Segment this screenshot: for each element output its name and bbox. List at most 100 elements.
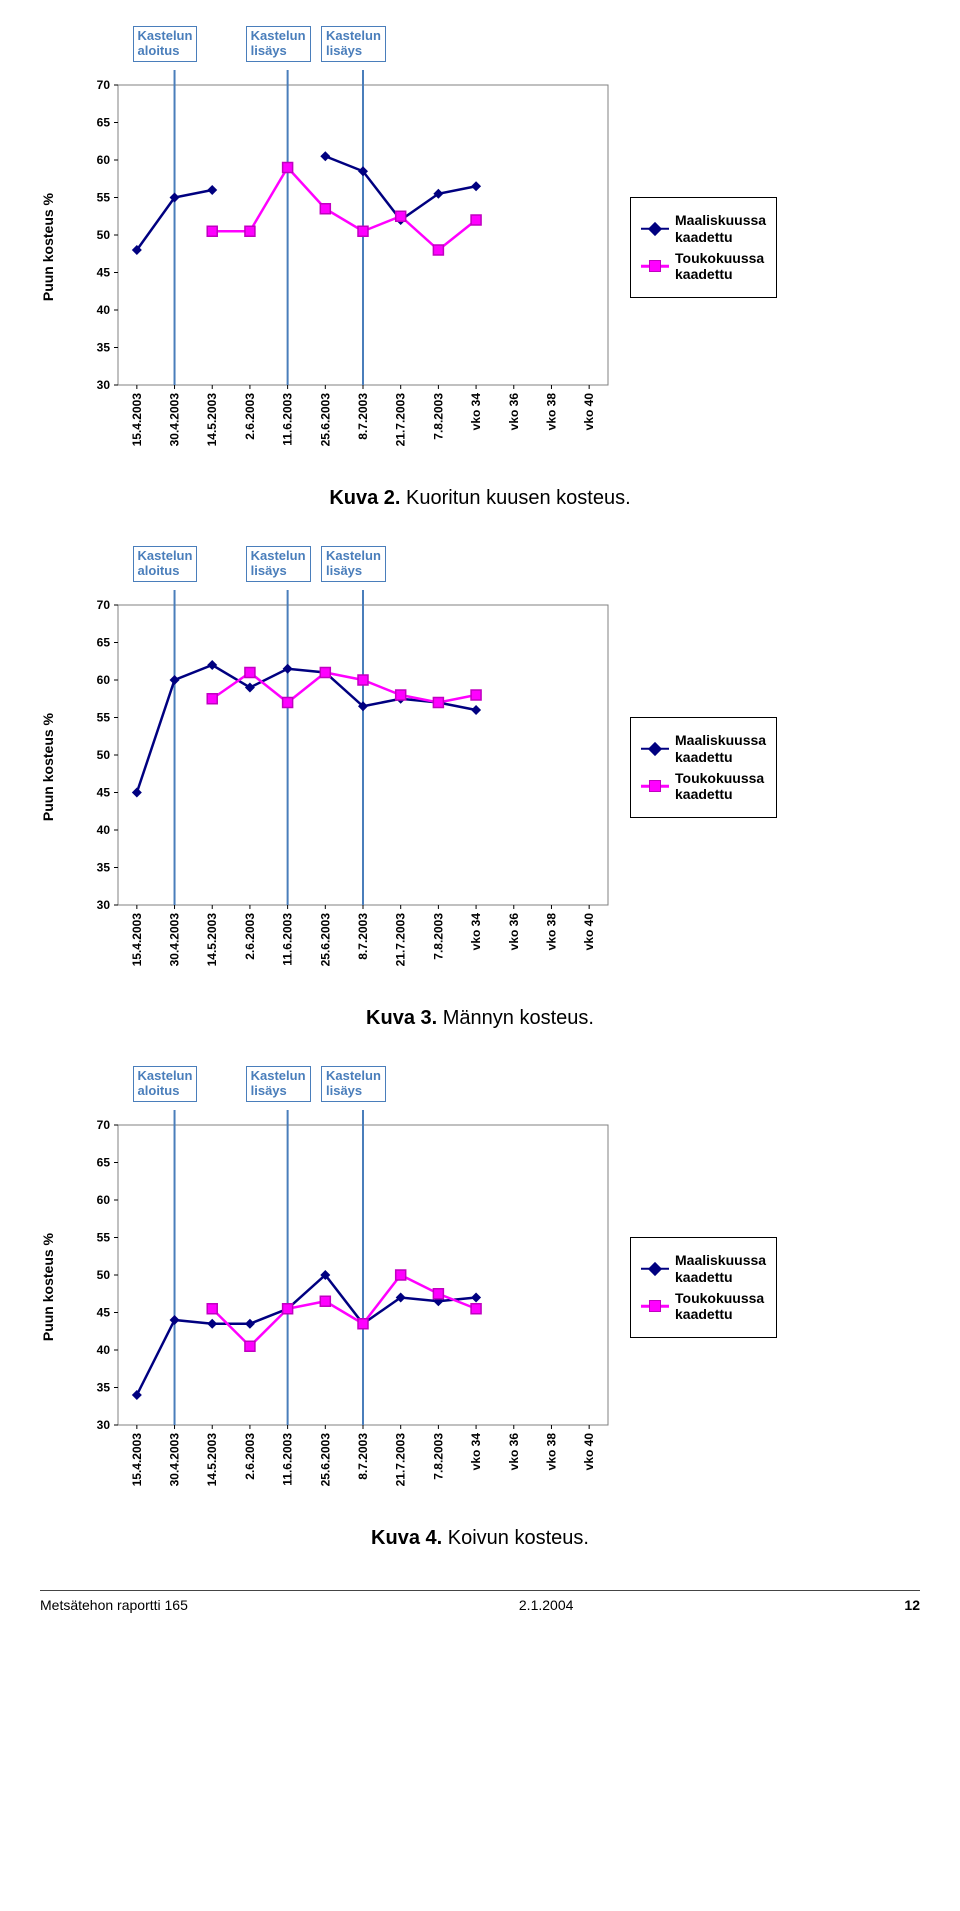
svg-text:70: 70 [97,1118,111,1132]
svg-text:7.8.2003: 7.8.2003 [431,1433,445,1480]
annotation-box: Kastelun lisäys [246,26,311,62]
svg-text:vko 34: vko 34 [469,393,483,431]
annotation-box: Kastelun lisäys [246,1066,311,1102]
svg-text:55: 55 [97,1231,111,1245]
svg-text:55: 55 [97,711,111,725]
annotation-box: Kastelun aloitus [133,546,198,582]
svg-text:70: 70 [97,78,111,92]
svg-text:2.6.2003: 2.6.2003 [243,913,257,960]
legend-item: Toukokuussa kaadettu [641,1290,766,1324]
annotation-box: Kastelun aloitus [133,26,198,62]
svg-text:25.6.2003: 25.6.2003 [318,913,332,967]
svg-text:45: 45 [97,266,111,280]
svg-text:30: 30 [97,1418,111,1432]
svg-text:7.8.2003: 7.8.2003 [431,393,445,440]
legend-item: Maaliskuussa kaadettu [641,212,766,246]
legend-item: Maaliskuussa kaadettu [641,1252,766,1286]
annotation-box: Kastelun lisäys [321,1066,386,1102]
legend-label: Toukokuussa kaadettu [675,250,764,284]
svg-text:8.7.2003: 8.7.2003 [356,1433,370,1480]
annotation-box: Kastelun lisäys [321,546,386,582]
svg-text:35: 35 [97,1381,111,1395]
svg-text:30.4.2003: 30.4.2003 [168,393,182,447]
chart-block-1: Puun kosteus % Kastelun aloitus Kastelun … [40,540,920,1030]
svg-text:11.6.2003: 11.6.2003 [281,393,295,446]
svg-text:vko 40: vko 40 [582,393,596,431]
svg-text:11.6.2003: 11.6.2003 [281,1433,295,1486]
legend: Maaliskuussa kaadettu Toukokuussa kaadett… [630,717,777,818]
svg-text:70: 70 [97,598,111,612]
svg-text:2.6.2003: 2.6.2003 [243,393,257,440]
svg-text:65: 65 [97,1156,111,1170]
svg-text:8.7.2003: 8.7.2003 [356,913,370,960]
svg-text:14.5.2003: 14.5.2003 [205,1433,219,1487]
svg-text:vko 34: vko 34 [469,1433,483,1471]
svg-text:15.4.2003: 15.4.2003 [130,913,144,967]
svg-text:8.7.2003: 8.7.2003 [356,393,370,440]
svg-text:vko 36: vko 36 [507,913,521,951]
svg-text:21.7.2003: 21.7.2003 [394,1433,408,1487]
y-axis-label: Puun kosteus % [40,713,56,821]
svg-text:40: 40 [97,823,111,837]
svg-text:45: 45 [97,1306,111,1320]
y-axis-label: Puun kosteus % [40,1233,56,1341]
footer-center: 2.1.2004 [519,1597,574,1613]
svg-text:14.5.2003: 14.5.2003 [205,913,219,967]
svg-text:50: 50 [97,228,111,242]
chart-svg: 30 35 40 45 50 55 60 65 70 15.4.2003 30.4.2003 14.5… [68,1110,618,1510]
svg-text:11.6.2003: 11.6.2003 [281,913,295,966]
legend-label: Maaliskuussa kaadettu [675,732,766,766]
svg-text:40: 40 [97,1343,111,1357]
annotation-box: Kastelun aloitus [133,1066,198,1102]
legend-item: Toukokuussa kaadettu [641,250,766,284]
svg-text:45: 45 [97,786,111,800]
chart-caption: Kuva 3. Männyn kosteus. [40,1007,920,1030]
y-axis-label: Puun kosteus % [40,193,56,301]
svg-text:40: 40 [97,303,111,317]
svg-text:65: 65 [97,116,111,130]
chart-block-2: Puun kosteus % Kastelun aloitus Kastelun … [40,1060,920,1550]
svg-text:vko 40: vko 40 [582,913,596,951]
svg-text:35: 35 [97,861,111,875]
svg-text:2.6.2003: 2.6.2003 [243,1433,257,1480]
legend: Maaliskuussa kaadettu Toukokuussa kaadett… [630,197,777,298]
legend-item: Maaliskuussa kaadettu [641,732,766,766]
svg-text:30: 30 [97,898,111,912]
svg-text:65: 65 [97,636,111,650]
chart-caption: Kuva 2. Kuoritun kuusen kosteus. [40,487,920,510]
chart-block-0: Puun kosteus % Kastelun aloitus Kastelun … [40,20,920,510]
svg-text:14.5.2003: 14.5.2003 [205,393,219,447]
svg-text:15.4.2003: 15.4.2003 [130,393,144,447]
svg-text:30.4.2003: 30.4.2003 [168,913,182,967]
svg-text:21.7.2003: 21.7.2003 [394,913,408,967]
svg-text:vko 40: vko 40 [582,1433,596,1471]
svg-text:50: 50 [97,748,111,762]
page-footer: Metsätehon raportti 165 2.1.2004 12 [40,1590,920,1613]
svg-text:60: 60 [97,673,111,687]
svg-text:7.8.2003: 7.8.2003 [431,913,445,960]
svg-text:vko 34: vko 34 [469,913,483,951]
svg-text:50: 50 [97,1268,111,1282]
svg-text:vko 36: vko 36 [507,393,521,431]
chart-svg: 30354045505560657015.4.200330.4.200314.5… [68,70,618,470]
legend-item: Toukokuussa kaadettu [641,770,766,804]
svg-text:vko 38: vko 38 [544,913,558,951]
annotation-box: Kastelun lisäys [321,26,386,62]
svg-text:30.4.2003: 30.4.2003 [168,1433,182,1487]
svg-text:60: 60 [97,153,111,167]
svg-text:15.4.2003: 15.4.2003 [130,1433,144,1487]
svg-text:30: 30 [97,378,111,392]
svg-text:vko 38: vko 38 [544,393,558,431]
annotation-box: Kastelun lisäys [246,546,311,582]
footer-right: 12 [904,1597,920,1613]
legend-label: Toukokuussa kaadettu [675,770,764,804]
svg-text:25.6.2003: 25.6.2003 [318,1433,332,1487]
legend-label: Maaliskuussa kaadettu [675,1252,766,1286]
footer-left: Metsätehon raportti 165 [40,1597,188,1613]
svg-text:vko 38: vko 38 [544,1433,558,1471]
legend-label: Maaliskuussa kaadettu [675,212,766,246]
svg-text:vko 36: vko 36 [507,1433,521,1471]
chart-svg: 30 35 40 45 50 55 60 65 70 15.4.2003 30.4.2003 14.5… [68,590,618,990]
legend-label: Toukokuussa kaadettu [675,1290,764,1324]
svg-text:60: 60 [97,1193,111,1207]
